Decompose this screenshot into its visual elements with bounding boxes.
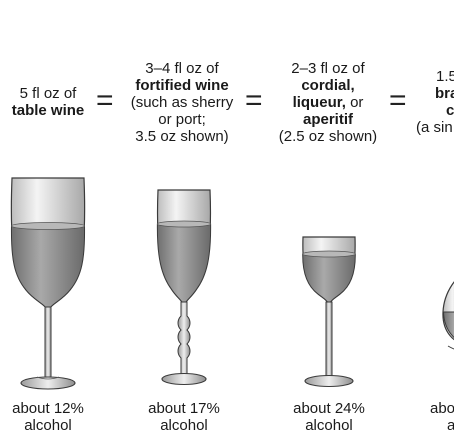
alcohol-word: alcohol [305, 417, 353, 434]
label-line: 2–3 fl oz of [291, 60, 365, 77]
table-wine-glass-icon [10, 177, 86, 390]
alcohol-percent: abo [430, 400, 454, 417]
label-line-bold: bra [435, 85, 454, 102]
equals-sign-1: = [96, 84, 114, 117]
label-line-bold: cordial, [301, 77, 355, 94]
cordial-alcohol: about 24% alcohol [279, 400, 379, 434]
brandy-label: 1.5 bra c (a sin [416, 68, 454, 136]
table-wine-alcohol: about 12% alcohol [0, 400, 96, 434]
label-line-mixed: liqueur, or [292, 94, 364, 111]
alcohol-word: alcohol [160, 417, 208, 434]
equals-sign-2: = [245, 84, 263, 117]
cordial-glass-icon [302, 236, 356, 388]
label-line: (2.5 oz shown) [278, 128, 378, 145]
label-line: 1.5 [436, 68, 454, 85]
table-wine-label: 5 fl oz of table wine [0, 85, 96, 119]
cordial-label: 2–3 fl oz of cordial, liqueur, or aperit… [268, 60, 388, 145]
label-line: 3.5 oz shown) [135, 128, 229, 145]
fortified-wine-alcohol: about 17% alcohol [134, 400, 234, 434]
brandy-snifter-glass-icon [442, 281, 454, 350]
equals-sign-3: = [389, 84, 407, 117]
alcohol-percent: about 24% [293, 400, 365, 417]
alcohol-percent: about 12% [12, 400, 84, 417]
brandy-alcohol: abo a [430, 400, 454, 434]
label-line: or port; [158, 111, 206, 128]
label-line-bold: c [446, 102, 454, 119]
alcohol-word: a [447, 417, 454, 434]
label-line-bold: fortified wine [135, 77, 229, 94]
label-line: (a sin [416, 119, 453, 136]
fortified-wine-label: 3–4 fl oz of fortified wine (such as she… [118, 60, 246, 145]
label-line-bold: table wine [11, 102, 85, 119]
alcohol-word: alcohol [24, 417, 72, 434]
label-line-bold: aperitif [302, 111, 353, 128]
label-line: 5 fl oz of [19, 85, 77, 102]
alcohol-percent: about 17% [148, 400, 220, 417]
label-line: 3–4 fl oz of [145, 60, 219, 77]
label-line: (such as sherry [130, 94, 234, 111]
fortified-wine-glass-icon [156, 189, 212, 386]
